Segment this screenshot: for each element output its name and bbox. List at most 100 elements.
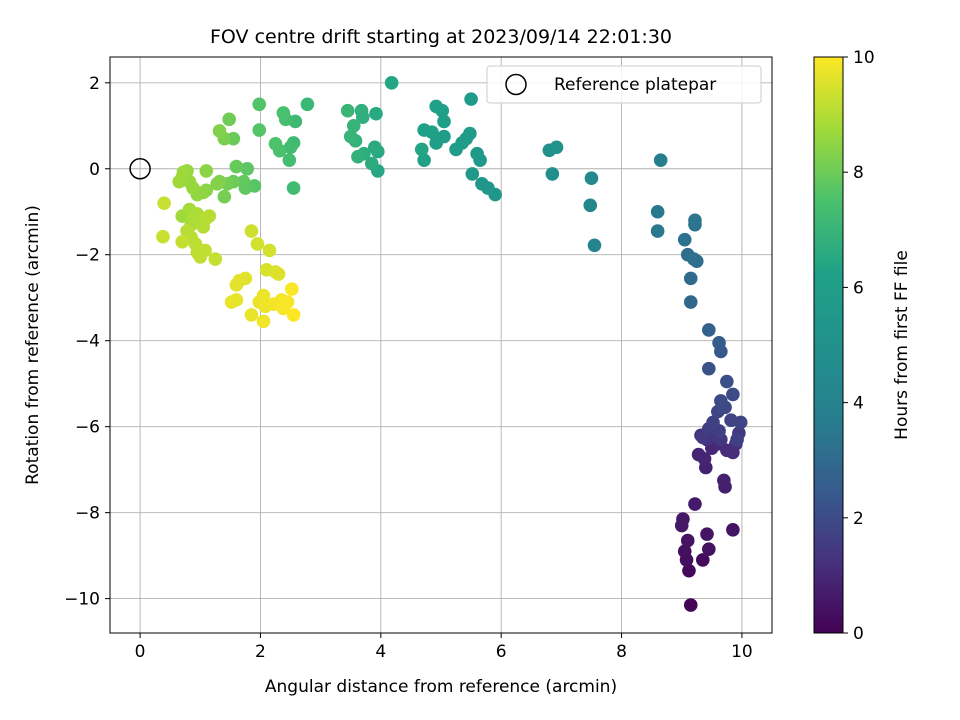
scatter-point (449, 142, 463, 157)
scatter-point (384, 75, 399, 90)
scatter-point (682, 563, 696, 578)
scatter-point (714, 394, 728, 408)
x-tick-label: 6 (496, 642, 507, 662)
colorbar-tick-label: 4 (853, 394, 864, 414)
scatter-point (212, 124, 227, 138)
y-tick-label: −4 (75, 332, 100, 352)
scatter-point (262, 243, 277, 258)
scatter-point (650, 204, 665, 219)
scatter-point (683, 598, 698, 612)
scatter-point (429, 136, 443, 150)
x-tick-label: 10 (731, 642, 753, 662)
scatter-point (695, 553, 710, 567)
y-tick-label: −8 (75, 504, 100, 524)
chart-title: FOV centre drift starting at 2023/09/14 … (210, 26, 672, 48)
scatter-point (222, 112, 236, 127)
plot-background (110, 57, 772, 633)
scatter-point (229, 278, 244, 292)
scatter-point (157, 196, 171, 210)
x-tick-label: 2 (255, 642, 266, 662)
scatter-point (700, 527, 714, 541)
colorbar-tick-label: 10 (853, 48, 875, 68)
scatter-point (686, 252, 701, 266)
scatter-point (286, 181, 301, 195)
colorbar-tick-label: 0 (853, 624, 864, 644)
scatter-point (677, 544, 692, 559)
scatter-point (683, 271, 698, 286)
scatter-point (470, 146, 484, 161)
scatter-point (199, 164, 214, 178)
colorbar-ticks: 0 2 4 6 8 10 (843, 48, 875, 644)
scatter-point (414, 142, 429, 157)
scatter-point (346, 118, 361, 133)
legend-label: Reference platepar (554, 75, 716, 95)
scatter-point (720, 374, 734, 389)
scatter-point (726, 523, 740, 537)
scatter-point (229, 159, 244, 174)
colorbar: 0 2 4 6 8 10 Hours from first FF file (813, 48, 912, 644)
scatter-point (464, 92, 478, 106)
scatter-point (282, 153, 297, 167)
scatter-point (244, 308, 259, 322)
scatter-point (252, 97, 267, 112)
colorbar-frame (813, 56, 844, 634)
scatter-point (587, 238, 602, 253)
x-axis-label: Angular distance from reference (arcmin) (265, 677, 617, 697)
scatter-point (364, 156, 379, 171)
scatter-point (252, 123, 267, 137)
plot-area: 0 2 4 6 8 10 2 0 −2 −4 −6 −8 −10 (64, 56, 773, 662)
y-tick-label: −10 (64, 590, 100, 610)
scatter-point (706, 415, 720, 430)
x-tick-label: 0 (135, 642, 146, 662)
scatter-point (712, 336, 726, 350)
scatter-point (175, 235, 190, 249)
scatter-point (224, 295, 239, 309)
scatter-point (271, 267, 286, 281)
scatter-point (283, 140, 298, 155)
scatter-point (584, 171, 599, 186)
scatter-point (676, 512, 690, 526)
colorbar-tick-label: 2 (853, 509, 864, 529)
scatter-point (351, 149, 365, 164)
colorbar-label: Hours from first FF file (892, 250, 912, 440)
x-tick-label: 8 (616, 642, 627, 662)
scatter-point (650, 224, 665, 238)
scatter-point (280, 295, 295, 309)
colorbar-gradient (814, 57, 843, 633)
y-tick-label: −6 (75, 418, 100, 438)
scatter-point (217, 189, 232, 204)
colorbar-tick-label: 8 (853, 163, 864, 183)
scatter-point (268, 137, 283, 151)
y-tick-label: −2 (75, 246, 100, 266)
scatter-point (680, 533, 695, 548)
x-tick-label: 4 (375, 642, 386, 662)
scatter-point (300, 97, 315, 112)
scatter-point (717, 473, 731, 488)
scatter-point (368, 140, 382, 155)
scatter-point (256, 314, 271, 329)
scatter-point (198, 243, 212, 258)
scatter-point (653, 153, 668, 167)
scatter-point (437, 114, 451, 129)
legend-marker-icon (505, 73, 527, 96)
scatter-point (284, 282, 299, 296)
reference-platepar-marker (129, 158, 151, 180)
scatter-point (549, 140, 564, 155)
scatter-point (417, 123, 431, 137)
scatter-point (343, 129, 358, 144)
y-axis-ticks: 2 0 −2 −4 −6 −8 −10 (64, 74, 110, 610)
y-tick-label: 2 (89, 74, 100, 94)
scatter-point (256, 288, 271, 303)
scatter-point (172, 174, 187, 189)
scatter-point (475, 177, 489, 191)
scatter-point (244, 224, 259, 238)
scatter-point (236, 174, 251, 189)
legend: Reference platepar (486, 65, 762, 104)
scatter-point (250, 237, 265, 251)
legend-box (486, 65, 762, 104)
y-axis-label: Rotation from reference (arcmin) (23, 205, 43, 485)
scatter-point (429, 99, 443, 114)
scatter-point (583, 198, 598, 213)
scatter-point (688, 497, 702, 511)
